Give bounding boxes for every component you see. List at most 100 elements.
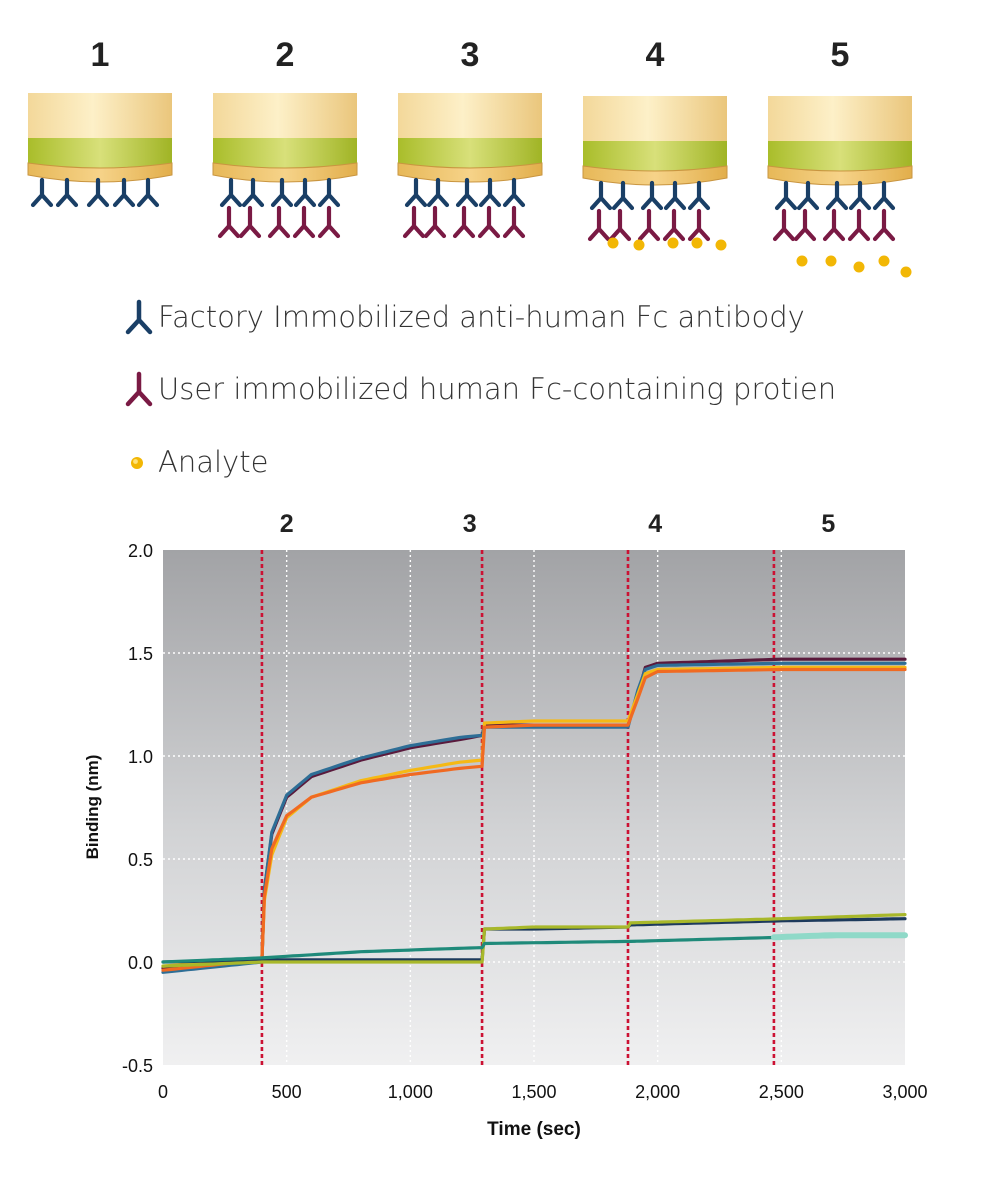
anti-fc-antibody bbox=[825, 180, 849, 211]
sensor-diagram: 1 2 3 4 5 bbox=[27, 36, 913, 278]
anti-fc-antibody bbox=[796, 180, 820, 211]
step-label: 3 bbox=[463, 510, 477, 538]
x-tick-label: 2,500 bbox=[759, 1082, 804, 1102]
fc-protein bbox=[452, 205, 476, 239]
x-tick-label: 0 bbox=[158, 1082, 168, 1102]
analyte-particle bbox=[715, 239, 727, 251]
legend-label-analyte: Analyte bbox=[158, 445, 269, 479]
legend-item-protein: User immobilized human Fc-containing pro… bbox=[120, 370, 836, 408]
fc-protein bbox=[637, 208, 661, 242]
fc-protein bbox=[217, 205, 241, 239]
anti-fc-antibody bbox=[317, 177, 341, 208]
step-label: 4 bbox=[648, 510, 662, 538]
plot-area bbox=[163, 550, 905, 1065]
step-label: 5 bbox=[821, 510, 835, 538]
fc-protein bbox=[292, 205, 316, 239]
anti-fc-antibody bbox=[774, 180, 798, 211]
fc-protein bbox=[423, 205, 447, 239]
anti-fc-antibody bbox=[455, 177, 479, 208]
y-tick-label: 1.5 bbox=[128, 644, 153, 664]
antibody-icon bbox=[125, 299, 153, 335]
series-line-5 bbox=[161, 917, 907, 964]
fc-protein bbox=[847, 208, 871, 242]
step-label: 2 bbox=[280, 510, 294, 538]
legend-item-analyte: Analyte bbox=[120, 443, 268, 481]
sensor-coating bbox=[768, 141, 912, 171]
fc-protein bbox=[872, 208, 896, 242]
sensor-tube bbox=[398, 93, 542, 143]
anti-fc-antibody bbox=[30, 177, 54, 208]
analyte-particle bbox=[796, 255, 808, 267]
anti-fc-antibody bbox=[241, 177, 265, 208]
anti-fc-antibody bbox=[478, 177, 502, 208]
y-tick-label: 1.0 bbox=[128, 747, 153, 767]
series-line-3 bbox=[161, 665, 907, 968]
anti-fc-antibody bbox=[404, 177, 428, 208]
x-axis-title: Time (sec) bbox=[487, 1119, 581, 1140]
analyte-particle bbox=[853, 261, 865, 273]
fc-protein bbox=[477, 205, 501, 239]
sensor-coating bbox=[583, 141, 727, 171]
analyte-particle bbox=[900, 266, 912, 278]
analyte-icon bbox=[131, 457, 143, 469]
y-tick-label: 0.5 bbox=[128, 850, 153, 870]
fc-protein bbox=[662, 208, 686, 242]
sensor-tube bbox=[583, 96, 727, 146]
step-number: 2 bbox=[276, 36, 295, 74]
anti-fc-antibody bbox=[502, 177, 526, 208]
analyte-particle bbox=[878, 255, 890, 267]
analyte-particle bbox=[607, 237, 619, 249]
fc-protein bbox=[793, 208, 817, 242]
anti-fc-antibody bbox=[112, 177, 136, 208]
fc-protein bbox=[402, 205, 426, 239]
analyte-particle bbox=[825, 255, 837, 267]
step-number: 1 bbox=[91, 36, 110, 74]
anti-fc-antibody bbox=[55, 177, 79, 208]
fc-protein bbox=[317, 205, 341, 239]
fc-protein bbox=[587, 208, 611, 242]
sensor-step: 3 bbox=[397, 36, 543, 239]
sensor-tube bbox=[768, 96, 912, 146]
x-tick-label: 1,500 bbox=[511, 1082, 556, 1102]
y-tick-label: 0.0 bbox=[128, 953, 153, 973]
analyte-particle bbox=[691, 237, 703, 249]
anti-fc-antibody bbox=[611, 180, 635, 211]
anti-fc-antibody bbox=[86, 177, 110, 208]
y-tick-label: -0.5 bbox=[122, 1056, 153, 1076]
analyte-particle bbox=[633, 239, 645, 251]
legend-label-protein: User immobilized human Fc-containing pro… bbox=[158, 372, 837, 406]
y-axis-title: Binding (nm) bbox=[83, 755, 102, 860]
y-tick-label: 2.0 bbox=[128, 541, 153, 561]
fc-protein bbox=[772, 208, 796, 242]
anti-fc-antibody bbox=[687, 180, 711, 211]
anti-fc-antibody bbox=[219, 177, 243, 208]
fc-protein-icon bbox=[125, 371, 153, 407]
series-line-4 bbox=[161, 667, 907, 972]
series-line-8 bbox=[770, 932, 908, 941]
fc-protein bbox=[608, 208, 632, 242]
anti-fc-antibody bbox=[848, 180, 872, 211]
anti-fc-antibody bbox=[872, 180, 896, 211]
x-tick-label: 2,000 bbox=[635, 1082, 680, 1102]
anti-fc-antibody bbox=[640, 180, 664, 211]
sensor-tube bbox=[28, 93, 172, 143]
sensor-step: 1 bbox=[27, 36, 173, 208]
series-line-2 bbox=[161, 661, 907, 974]
x-tick-label: 1,000 bbox=[388, 1082, 433, 1102]
fc-protein bbox=[502, 205, 526, 239]
fc-protein bbox=[238, 205, 262, 239]
sensor-coating bbox=[213, 138, 357, 168]
fc-protein bbox=[267, 205, 291, 239]
legend-item-antibody: Factory Immobilized anti-human Fc antibo… bbox=[120, 298, 805, 336]
sensor-step: 2 bbox=[212, 36, 358, 239]
series-line-6 bbox=[161, 913, 907, 968]
sensor-step: 5 bbox=[767, 36, 913, 278]
anti-fc-antibody bbox=[136, 177, 160, 208]
step-number: 4 bbox=[646, 36, 665, 74]
sensor-tip bbox=[582, 165, 728, 186]
sensor-tip bbox=[767, 165, 913, 186]
fc-protein bbox=[687, 208, 711, 242]
fc-protein bbox=[822, 208, 846, 242]
sensor-tube bbox=[213, 93, 357, 143]
step-number: 5 bbox=[831, 36, 850, 74]
